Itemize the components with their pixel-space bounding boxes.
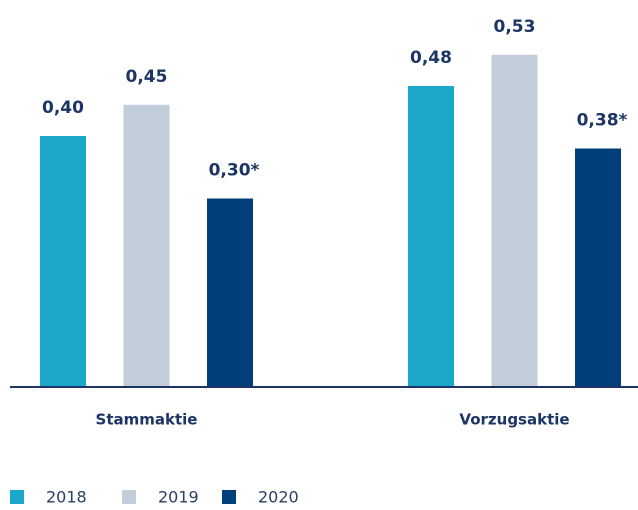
value-label: 0,53 — [494, 17, 536, 37]
bar — [207, 198, 253, 386]
category-label: Stammaktie — [96, 411, 198, 429]
legend-label: 2018 — [46, 488, 87, 507]
legend-swatch — [10, 490, 24, 504]
value-label: 0,30* — [209, 161, 260, 181]
value-label: 0,40 — [42, 98, 84, 118]
bar — [123, 104, 170, 386]
legend-swatch — [122, 490, 136, 504]
legend-label: 2019 — [158, 488, 199, 507]
legend-swatch — [222, 490, 236, 504]
bar — [575, 148, 621, 386]
category-label: Vorzugsaktie — [459, 411, 569, 429]
value-label: 0,45 — [126, 67, 168, 87]
legend-label: 2020 — [258, 488, 299, 507]
value-label: 0,48 — [410, 48, 452, 68]
bar — [40, 136, 86, 386]
bar — [408, 86, 454, 386]
value-label: 0,38* — [577, 111, 628, 131]
bar — [491, 54, 538, 386]
